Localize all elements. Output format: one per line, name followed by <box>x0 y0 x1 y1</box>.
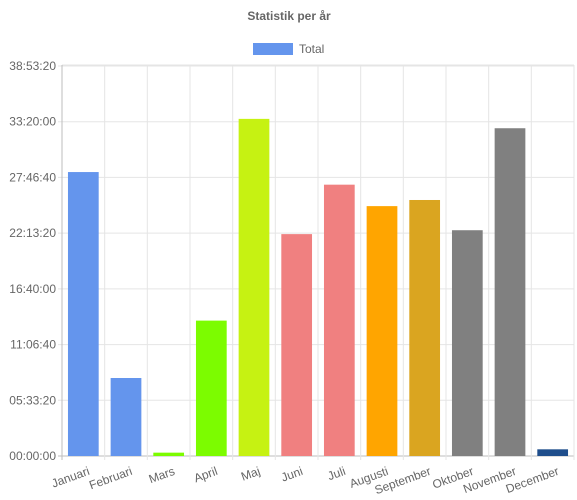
x-tick-label: Maj <box>239 464 262 484</box>
x-tick-label: Mars <box>147 464 177 486</box>
y-axis-ticks: 00:00:00 05:33:20 11:06:40 16:40:00 22:13:20… <box>9 59 56 463</box>
y-tick-label: 16:40:00 <box>9 282 56 296</box>
x-tick-label: Juli <box>326 464 348 483</box>
bar-februari[interactable] <box>110 378 142 456</box>
legend[interactable]: Total <box>253 42 324 56</box>
legend-label: Total <box>299 42 324 56</box>
x-tick-label: Juni <box>279 464 304 485</box>
y-tick-label: 22:13:20 <box>9 226 56 240</box>
bar-september[interactable] <box>409 199 441 456</box>
bar-maj[interactable] <box>238 118 270 456</box>
x-tick-label: Februari <box>87 464 134 492</box>
bar-januari[interactable] <box>67 172 99 457</box>
x-tick-label: April <box>192 464 219 485</box>
bar-november[interactable] <box>494 128 526 457</box>
bar-december[interactable] <box>537 449 569 456</box>
y-tick-label: 05:33:20 <box>9 393 56 407</box>
y-tick-label: 00:00:00 <box>9 449 56 463</box>
x-tick-label: Januari <box>50 464 92 491</box>
y-tick-label: 33:20:00 <box>9 115 56 129</box>
grid <box>58 64 575 460</box>
bar-juni[interactable] <box>281 234 313 456</box>
bar-mars[interactable] <box>153 452 185 456</box>
y-tick-label: 11:06:40 <box>10 338 56 352</box>
y-tick-label: 27:46:40 <box>9 170 56 184</box>
bar-juli[interactable] <box>323 184 355 456</box>
y-tick-label: 38:53:20 <box>9 59 56 73</box>
bar-augusti[interactable] <box>366 206 398 456</box>
bars <box>67 118 569 457</box>
chart-title: Statistik per år <box>247 9 331 23</box>
bar-oktober[interactable] <box>451 230 483 456</box>
bar-april[interactable] <box>195 320 227 456</box>
legend-swatch <box>253 43 293 55</box>
